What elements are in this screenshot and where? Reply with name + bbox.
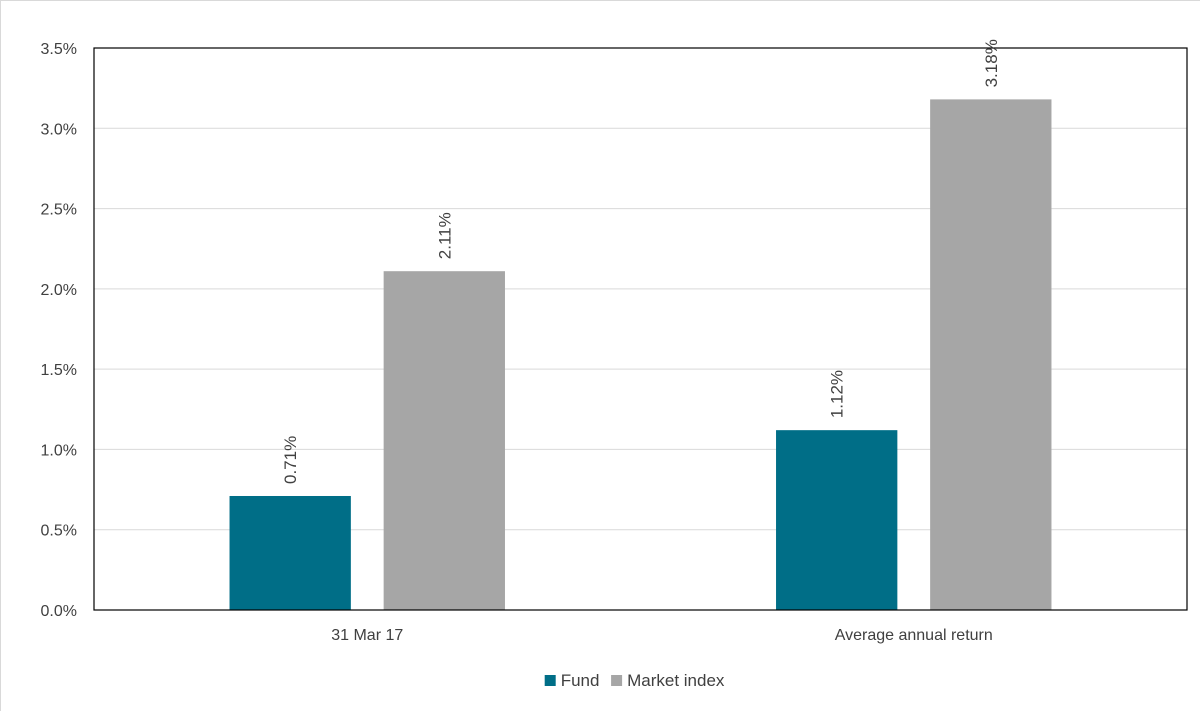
data-labels: 0.71% 2.11% 1.12% 3.18% [281,39,1001,484]
legend-label-market-index: Market index [627,671,725,690]
y-tick-label: 2.0% [41,282,77,299]
bar-market-index [930,99,1052,610]
legend-label-fund: Fund [561,671,600,690]
data-label-market-index: 2.11% [435,212,454,259]
data-label-fund: 1.12% [828,370,847,418]
y-tick-label: 2.5% [41,202,77,219]
plot-frame [93,47,1188,611]
y-tick-label: 1.5% [41,362,77,379]
y-tick-label: 0.5% [41,523,77,540]
y-tick-label: 3.0% [41,121,77,138]
bar-fund [776,430,898,610]
x-axis-categories: 31 Mar 17 Average annual return [331,627,993,644]
x-category-label: 31 Mar 17 [331,627,403,644]
data-label-fund: 0.71% [281,436,300,484]
y-tick-label: 3.5% [41,41,77,58]
plot-area-border [93,47,1188,611]
bar-fund [229,495,351,610]
y-tick-label: 0.0% [41,603,77,620]
y-axis-ticks: 0.0% 0.5% 1.0% 1.5% 2.0% 2.5% 3.0% 3.5% [41,41,77,620]
x-category-label: Average annual return [835,627,993,644]
y-tick-label: 1.0% [41,442,77,459]
legend: Fund Market index [544,671,725,690]
bars [229,99,1052,610]
legend-swatch-market-index [611,675,623,686]
bar-market-index [383,271,505,610]
legend-swatch-fund [544,675,556,686]
data-label-market-index: 3.18% [982,39,1001,87]
